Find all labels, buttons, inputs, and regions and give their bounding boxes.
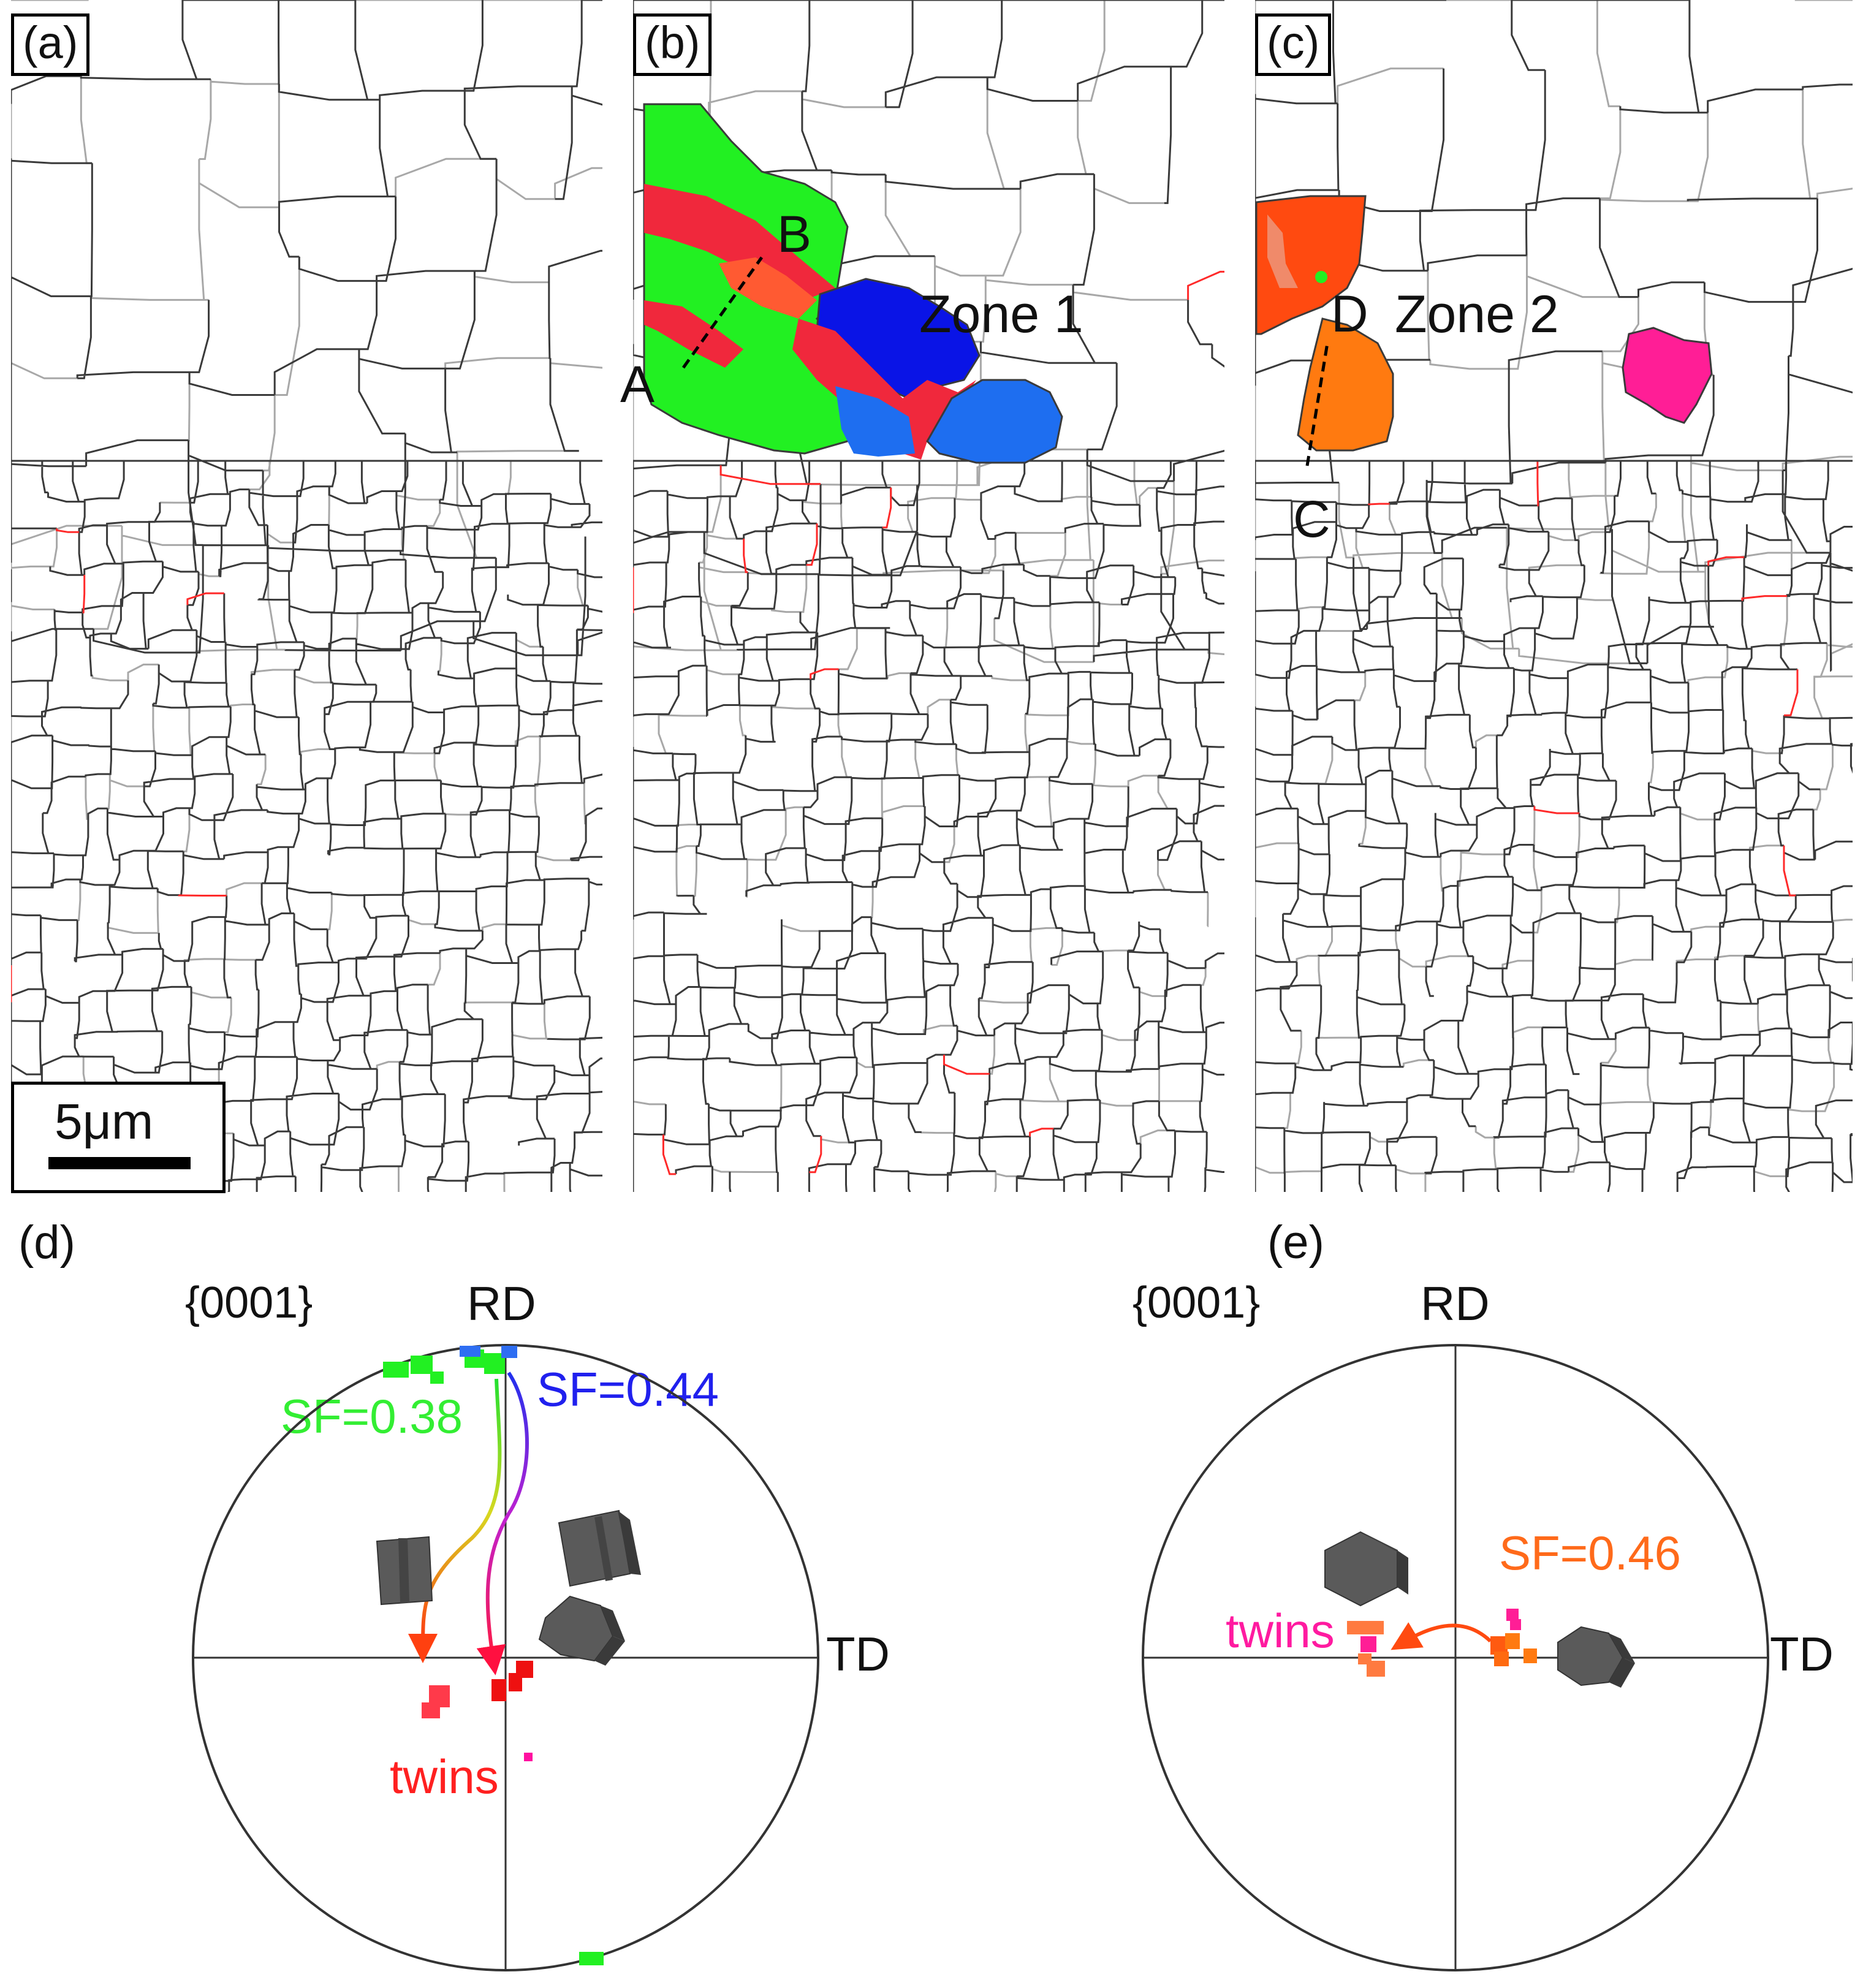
hexagonal-prism-icon: [558, 1509, 641, 1587]
arrow-blue-to-twin: [476, 1371, 529, 1675]
point-b-label: B: [777, 205, 812, 263]
plane-label-d: {0001}: [185, 1278, 313, 1327]
red-twin-band-1: [644, 184, 835, 300]
low-angle-boundaries: [11, 0, 602, 1192]
pole-figure-d: [192, 1344, 819, 1971]
pole-figure-e: [1142, 1344, 1769, 1971]
panel-label-a: (a): [11, 13, 90, 76]
sf-green-label: SF=0.38: [281, 1389, 463, 1443]
ebsd-map-a: [11, 0, 602, 1192]
orange-red-twin: [1267, 214, 1298, 288]
hexagonal-prism-icon: [538, 1595, 625, 1666]
low-angle-boundaries: [1255, 0, 1853, 1192]
twins-label-e: twins: [1226, 1604, 1335, 1658]
arrow-parent-to-twin: [1391, 1622, 1492, 1650]
orange-grain: [1297, 317, 1394, 452]
twins-label-d: twins: [390, 1750, 499, 1804]
point-d-label: D: [1331, 285, 1368, 343]
point-a-label: A: [620, 355, 655, 413]
panel-label-d: (d): [18, 1216, 75, 1269]
hexagonal-prism-icon: [1557, 1626, 1635, 1688]
scale-bar-label: 5μm: [55, 1094, 154, 1150]
ebsd-map-b: [633, 0, 1224, 1192]
orange-red-grain: [1255, 195, 1367, 335]
high-angle-boundaries: [11, 0, 602, 1192]
zone-2-grains: [1255, 195, 1713, 452]
grain-boundary-network: [633, 0, 1224, 1192]
sf-orange-label: SF=0.46: [1499, 1526, 1682, 1580]
scale-bar-box: 5μm: [11, 1082, 226, 1193]
orange-twin-band: [719, 257, 817, 319]
zone-1-grains: [643, 103, 1063, 464]
td-label-d: TD: [826, 1627, 890, 1681]
grain-boundary-map-c: [1255, 0, 1853, 1192]
grain-boundary-map-b: [633, 0, 1224, 1192]
point-c-label: C: [1293, 490, 1330, 548]
panel-label-c: (c): [1255, 13, 1332, 76]
high-angle-boundaries: [1255, 0, 1853, 1192]
line-c-d: [1305, 343, 1329, 466]
arrow-green-to-twin: [408, 1378, 502, 1663]
orange-parent-poles: [1490, 1609, 1537, 1666]
grain-boundary-network: [1255, 0, 1853, 1192]
line-a-b: [681, 256, 764, 369]
lightblue-grain-left: [835, 386, 915, 457]
zone-2-label: Zone 2: [1395, 285, 1559, 344]
twin-angle-boundaries: [11, 460, 227, 1131]
blue-poles: [460, 1346, 517, 1358]
hexagonal-prism-icon: [1324, 1531, 1408, 1607]
rd-label-e: RD: [1421, 1277, 1490, 1330]
scale-bar: [48, 1157, 191, 1169]
small-green-grain: [1315, 271, 1327, 283]
lightblue-grain-right: [926, 379, 1063, 464]
td-label-e: TD: [1770, 1627, 1834, 1681]
red-twin-poles: [422, 1661, 533, 1761]
green-poles: [383, 1349, 604, 1965]
twin-angle-boundaries: [1368, 461, 1799, 897]
grain-boundary-map-a: [11, 0, 602, 1192]
panel-label-e: (e): [1267, 1216, 1324, 1269]
hexagonal-prism-icon: [376, 1536, 433, 1606]
zone-1-label: Zone 1: [919, 285, 1083, 344]
grain-boundary-network: [11, 0, 602, 1192]
red-twin-band-2: [644, 300, 743, 368]
panel-label-b: (b): [633, 13, 712, 76]
rd-label-d: RD: [467, 1277, 536, 1330]
twin-poles-e: [1347, 1621, 1385, 1677]
magenta-grain: [1622, 327, 1713, 424]
red-twin-band-3: [792, 319, 976, 460]
plane-label-e: {0001}: [1133, 1278, 1261, 1327]
ebsd-map-c: [1255, 0, 1853, 1192]
